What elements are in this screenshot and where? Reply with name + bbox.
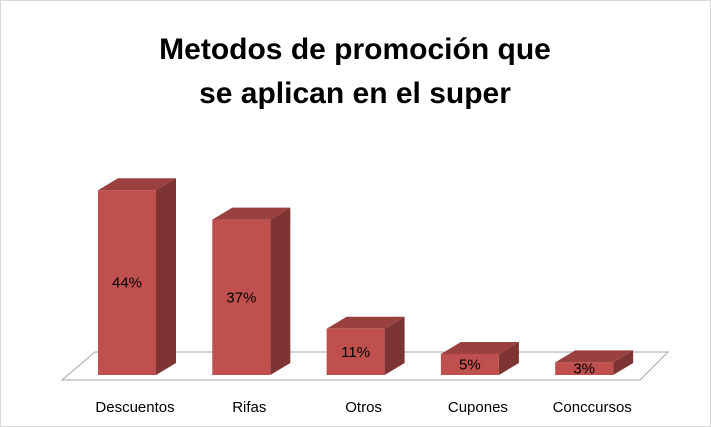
bar-top (326, 316, 405, 329)
bar-top (98, 178, 176, 191)
data-label: 5% (459, 356, 481, 373)
x-tick-label: Otros (345, 399, 382, 416)
bar-side (498, 342, 519, 375)
bar-side (384, 316, 405, 375)
data-label: 3% (573, 361, 595, 378)
x-tick-label: Conccursos (553, 399, 632, 416)
chart-title: Metodos de promoción que se aplican en e… (159, 33, 551, 110)
bar (440, 354, 499, 375)
bar (212, 219, 271, 375)
x-tick-label: Descuentos (95, 399, 174, 416)
x-tick-label: Cupones (448, 399, 508, 416)
bar-side (156, 178, 176, 375)
bar (555, 362, 614, 375)
bar (98, 190, 156, 375)
bar (326, 328, 385, 375)
bar-top (440, 342, 519, 354)
data-label: 11% (341, 344, 370, 361)
bar-side (613, 350, 634, 375)
bar-top (212, 207, 291, 220)
data-label: 37% (226, 289, 256, 306)
floor (60, 351, 670, 381)
bar-top (555, 350, 634, 363)
x-tick-label: Rifas (232, 399, 266, 416)
bar-side (270, 207, 291, 375)
data-label: 44% (112, 275, 142, 292)
